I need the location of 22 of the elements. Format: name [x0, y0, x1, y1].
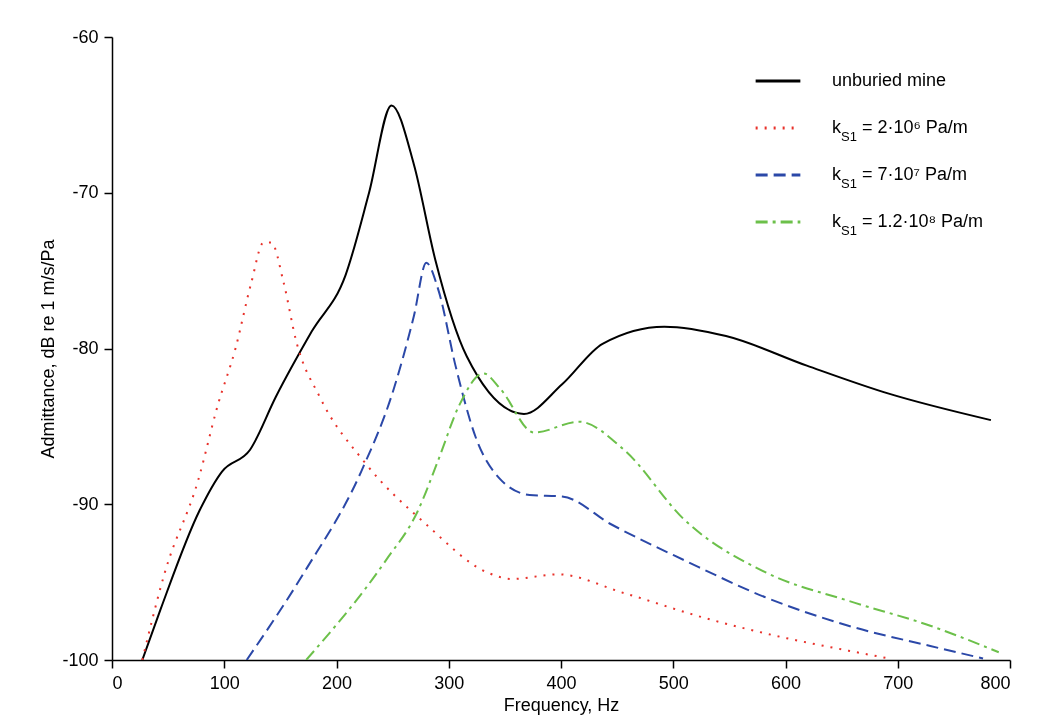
x-tick-label: 800 — [980, 672, 1011, 693]
x-tick-label: 600 — [770, 672, 802, 693]
x-tick-label: 200 — [321, 672, 353, 693]
line-series — [245, 261, 985, 660]
y-tick-label: -70 — [72, 182, 99, 203]
line-series — [305, 372, 1000, 660]
legend-label: k$_{S1}$ = 1.2·10⁸ Pa/m — [832, 211, 984, 238]
legend-label: k$_{S1}$ = 2·10⁶ Pa/m — [832, 117, 968, 144]
x-axis-title: Frequency, Hz — [503, 694, 620, 715]
legend-label: k$_{S1}$ = 7·10⁷ Pa/m — [832, 164, 967, 191]
x-tick-label: 0 — [112, 672, 123, 693]
y-axis-title: Admittance, dB re 1 m/s/Pa — [38, 238, 59, 459]
y-tick-label: -90 — [72, 493, 99, 514]
y-tick-label: -80 — [72, 338, 99, 358]
y-tick-label: -100 — [62, 649, 99, 670]
y-tick-label: -60 — [72, 26, 99, 47]
x-tick-label: 300 — [434, 672, 465, 693]
x-tick-label: 100 — [209, 672, 240, 693]
x-tick-label: 500 — [658, 672, 689, 693]
x-tick-label: 400 — [546, 672, 577, 693]
x-tick-label: 700 — [883, 672, 914, 693]
legend-label: unburied mine — [832, 70, 947, 90]
